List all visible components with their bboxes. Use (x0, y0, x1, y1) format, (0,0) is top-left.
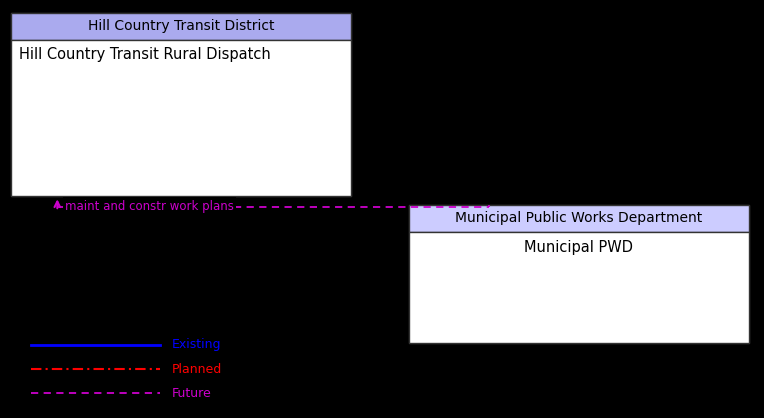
Text: Municipal Public Works Department: Municipal Public Works Department (455, 212, 702, 225)
Text: Municipal PWD: Municipal PWD (524, 240, 633, 255)
Bar (11, 40, 351, 196)
Text: Hill Country Transit District: Hill Country Transit District (88, 19, 275, 33)
Text: Future: Future (172, 387, 212, 400)
Bar (409, 232, 749, 343)
Bar (11, 13, 351, 196)
Bar (409, 205, 749, 343)
Text: maint and constr work plans: maint and constr work plans (65, 199, 234, 213)
Text: Planned: Planned (172, 362, 222, 376)
Bar (11, 13, 351, 40)
Text: Existing: Existing (172, 338, 222, 352)
Text: Hill Country Transit Rural Dispatch: Hill Country Transit Rural Dispatch (19, 47, 271, 62)
Bar (409, 205, 749, 232)
